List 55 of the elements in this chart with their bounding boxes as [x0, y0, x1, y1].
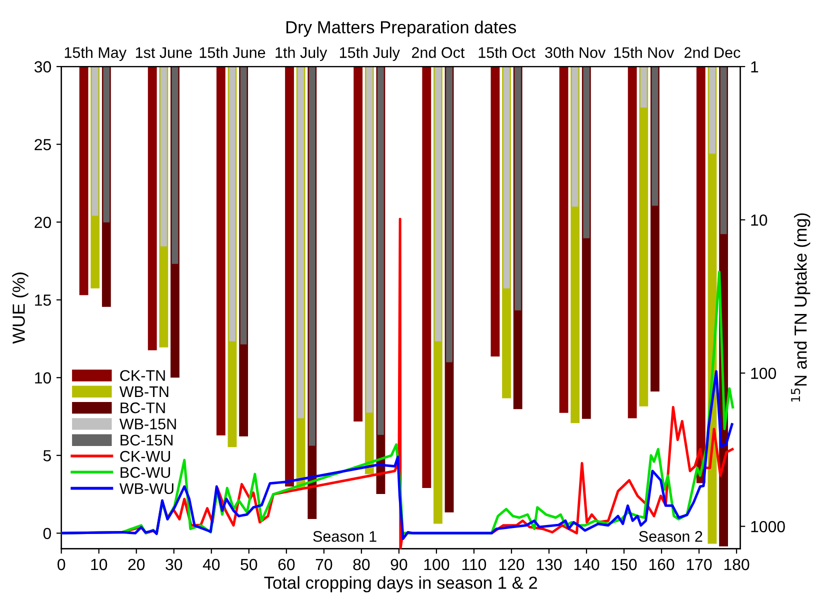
x-tick-label: 70 [316, 558, 332, 570]
y-tick-label: 30 [34, 61, 52, 72]
y-tick-label: 1000 [751, 520, 785, 532]
x-tick-label: 120 [499, 558, 524, 570]
x-tick-label: 15th July [340, 46, 400, 61]
legend-label: BC-WU [120, 467, 170, 478]
legend-label: WB-15N [119, 418, 176, 430]
x-tick-label: 15th May [64, 46, 127, 61]
legend-label: WB-TN [119, 386, 168, 397]
legend-label: BC-TN [120, 402, 165, 414]
x-tick-label: 20 [128, 558, 145, 570]
y-tick-label: 10 [751, 214, 768, 226]
x-tick-label: 0 [58, 558, 66, 570]
x-tick-label: 10 [91, 558, 108, 570]
x-tick-label: 150 [612, 558, 637, 570]
y-tick-label: 25 [34, 138, 51, 150]
x-tick-label: 15th Oct [478, 46, 536, 58]
x-tick-label: 100 [424, 558, 450, 570]
y-tick-label: 5 [43, 450, 51, 462]
x-tick-label: 30 [166, 558, 182, 570]
x-tick-label: 160 [649, 558, 674, 570]
x-tick-label: 2nd Oct [412, 46, 465, 58]
x-tick-label: 15th June [200, 46, 266, 58]
x-tick-label: 40 [202, 558, 220, 570]
y-tick-label: 10 [35, 372, 52, 384]
x-tick-label: 60 [278, 558, 295, 570]
legend-label: CK-WU [120, 450, 170, 462]
line-series [61, 370, 734, 540]
legend-label: CK-TN [120, 370, 165, 381]
x-axis-title: Total cropping days in season 1 & 2 [264, 576, 537, 592]
y-tick-label: 20 [34, 216, 52, 228]
x-tick-label: 140 [574, 558, 600, 570]
annotation: Season 2 [639, 531, 702, 542]
y-tick-label: 15 [35, 294, 51, 306]
y-tick-label: 1 [751, 61, 758, 72]
x-tick-label: 1th July [276, 46, 328, 61]
y-tick-label: 0 [43, 528, 52, 540]
x-tick-label: 50 [240, 558, 258, 570]
y-axis-title: $^{15}$N and TN Uptake (mg) [791, 213, 810, 402]
chart-title: Dry Matters Preparation dates [286, 20, 516, 37]
legend-label: BC-15N [120, 434, 172, 446]
x-tick-label: 80 [353, 558, 370, 570]
x-tick-label: 180 [724, 558, 750, 570]
legend-label: WB-WU [119, 483, 174, 494]
x-tick-label: 1st June [136, 47, 192, 58]
x-tick-label: 30th Nov [545, 46, 606, 58]
x-tick-label: 110 [462, 558, 486, 570]
y-tick-label: 100 [751, 368, 776, 380]
x-tick-label: 130 [536, 558, 562, 570]
x-tick-label: 90 [390, 558, 408, 570]
y-axis-title: WUE (%) [12, 272, 28, 344]
x-tick-label: 15th Nov [614, 46, 674, 58]
x-tick-label: 2nd Dec [684, 46, 740, 58]
annotation: Season 1 [313, 531, 376, 542]
x-tick-label: 170 [686, 558, 712, 570]
